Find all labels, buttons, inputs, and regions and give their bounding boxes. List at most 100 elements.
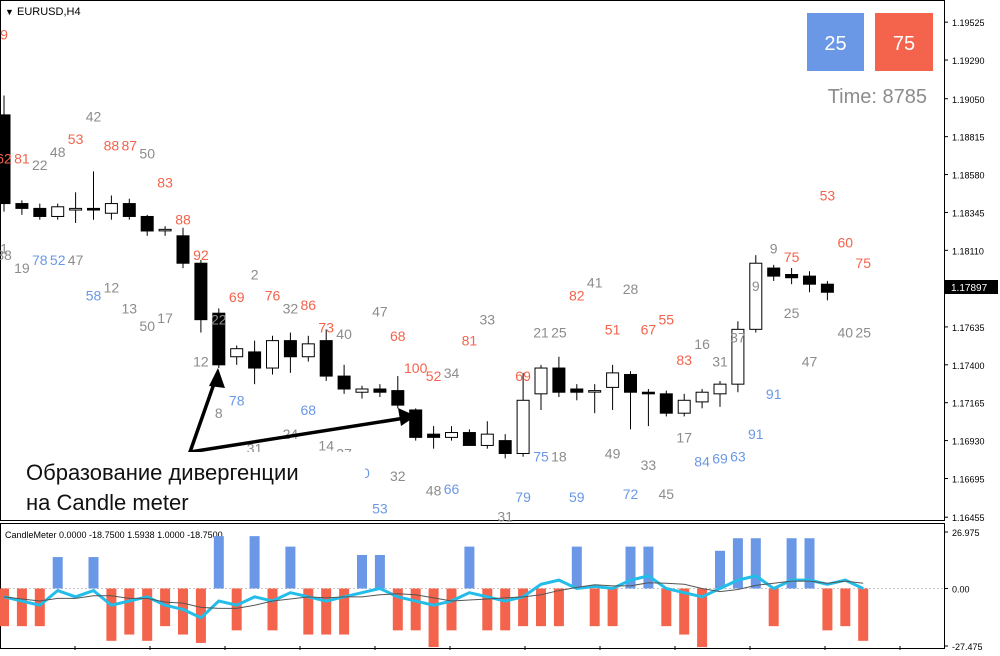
candle-value-label: 8 [215,405,223,421]
indicator-bar-sell [0,588,9,627]
indicator-bar-buy [750,538,761,589]
candle-value-label: 28 [623,281,639,297]
current-price-tag: 1.17897 [945,280,998,294]
candle-value-label: 47 [802,354,818,370]
indicator-axis-label: -27.475 [952,642,983,651]
indicator-bar-sell [536,588,546,627]
candle-value-label: 75 [855,255,871,271]
indicator-bar-sell [267,588,278,631]
candle [176,227,190,269]
indicator-bar-sell [178,588,188,635]
candle-value-label: 69 [712,450,728,466]
indicator-bar-buy [786,538,797,589]
candle-value-label: 87 [122,138,138,154]
indicator-bar-sell [106,588,117,641]
candle-body-bull [445,432,458,438]
candle-value-label: 60 [838,234,854,250]
candle-value-label: 48 [426,483,442,499]
arrow-head-up [209,368,225,388]
candle-value-label: 59 [569,489,585,505]
candle-value-label: 21 [533,325,549,341]
candle-body-bear [194,262,208,321]
candle-value-label: 72 [623,486,639,502]
candle-value-label: 37 [730,329,746,345]
candle-body-bear [498,440,512,455]
candle-value-label: 100 [404,360,428,376]
candle-body-bull [355,388,369,393]
candle [462,429,476,446]
candle [122,198,136,220]
candle-body-bear [319,340,333,377]
candle [445,426,458,441]
candle [534,364,548,410]
candle-value-label: 49 [605,446,621,462]
candle [731,321,745,393]
indicator-bar-buy [643,546,654,589]
indicator-bar-sell [553,588,564,627]
time-label: Time: 8785 [828,86,927,108]
candle-value-label: 67 [641,321,657,337]
indicator-bar-buy [625,546,636,589]
candle-body-bear [641,391,655,395]
indicator-header: CandleMeter 0.0000 -18.7500 1.5938 1.000… [5,530,223,540]
sell-box-value: 75 [893,33,915,55]
candle-body-bear [15,203,29,209]
candle-value-label: 17 [676,429,692,445]
price-axis-label: 1.18580 [952,171,985,181]
candle-value-label: 78 [32,252,48,268]
candle-value-label: 48 [50,144,66,160]
indicator-bar-sell [16,588,27,627]
candle-value-label: 63 [730,449,746,465]
candle [820,280,834,301]
annotation-line2: на Candle meter [26,490,189,515]
time-axis-ticks [74,646,901,650]
candle-body-bull [301,343,315,358]
indicator-bar-buy [715,550,725,589]
candle [301,335,315,362]
candle [69,192,83,223]
candle-value-label: 1 [0,241,8,257]
candle [588,384,602,414]
candle-value-label: 76 [265,287,281,303]
candle-body-bull [749,262,763,330]
candle-value-label: 34 [444,365,460,381]
candle [373,384,387,398]
candle-body-bear [391,390,405,406]
indicator-bar-sell [661,588,672,627]
candle-body-bull [230,348,244,358]
candle-value-label: 19 [14,260,30,276]
price-axis: 1.19525 1.19290 1.19050 1.18815 1.18580 1.183… [944,18,985,523]
indicator-bar-sell [607,588,618,627]
price-axis-label: 1.18345 [952,208,985,218]
divergence-arrows [188,368,416,454]
indicator-bar-buy [88,557,99,589]
indicator-bar-sell [410,588,421,631]
candle-body-bear [87,207,100,211]
indicator-bar-sell [518,588,529,627]
candle [266,335,279,375]
candle [230,345,244,365]
candle-value-label: 31 [497,508,513,524]
indicator-bar-sell [500,588,511,631]
candle-value-label: 53 [68,131,84,147]
indicator-bar-sell [679,588,690,635]
candle-body-bull [266,340,279,369]
candle-body-bear [176,235,190,264]
candle-body-bull [104,203,118,214]
candle [624,371,637,430]
indicator-bar-sell [697,588,708,648]
candle-value-label: 9 [752,278,760,294]
candle-value-label: 86 [301,297,317,313]
price-axis-label: 1.17400 [952,361,985,371]
indicator-bar-buy [357,554,367,589]
candle-value-label: 25 [855,325,871,341]
candle-body-bear [427,433,441,438]
candle [552,356,566,398]
candle-value-label: 41 [587,275,603,291]
candle-body-bear [552,367,566,393]
indicator-bar-buy [285,546,296,589]
candle-value-label: 50 [139,318,155,334]
symbol-menu-glyph[interactable]: ▼ [5,7,14,17]
candle-body-bear [0,114,11,205]
price-axis-label: 1.19525 [952,18,985,28]
